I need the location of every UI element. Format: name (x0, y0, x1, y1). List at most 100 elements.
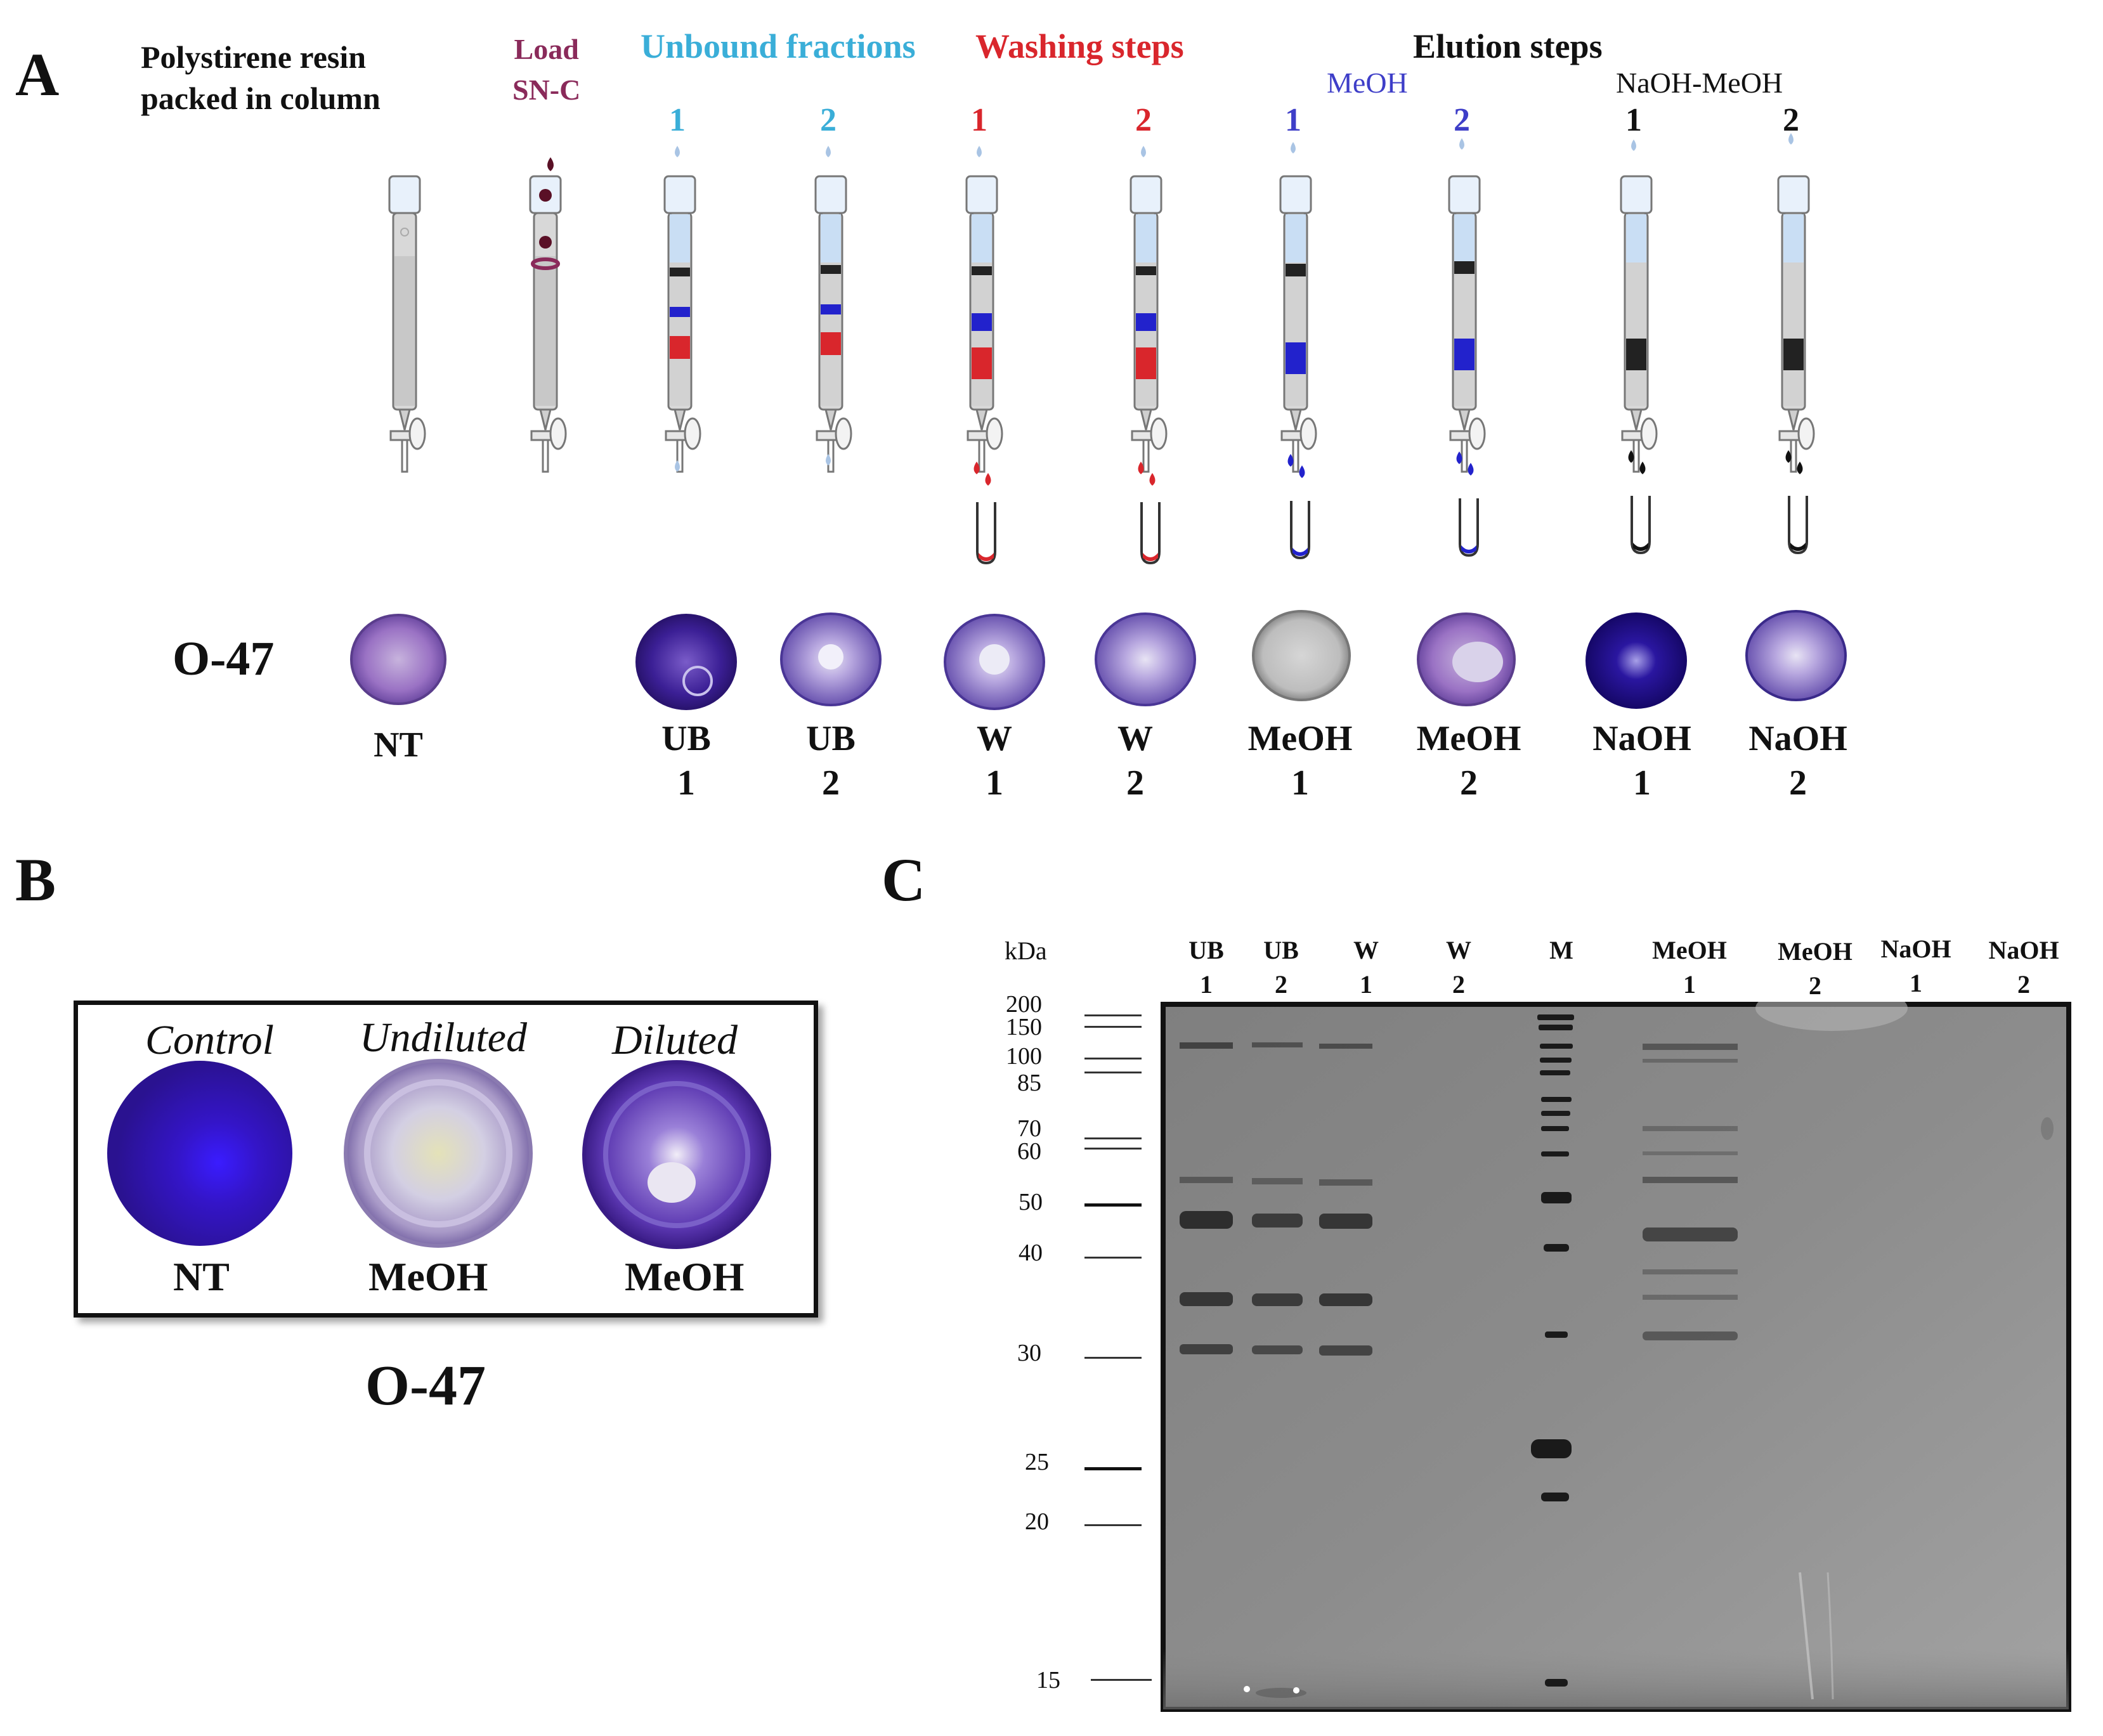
collection-tubes (976, 496, 1808, 565)
marker-label-50: 50 (1019, 1189, 1043, 1215)
marker-label-20: 20 (1025, 1508, 1049, 1535)
plate-label-nt-top: NT (374, 725, 423, 765)
plate-label-naoh1-bottom: 1 (1633, 763, 1651, 803)
column-meoh2 (1448, 175, 1486, 473)
lane-header-w1: W 1 (1341, 933, 1391, 1002)
washing-title: Washing steps (975, 27, 1184, 65)
column-w1 (965, 175, 1003, 473)
lane-header-marker: M (1536, 933, 1587, 968)
marker-tick-15 (1091, 1679, 1152, 1681)
plate-label-naoh1-top: NaOH (1592, 719, 1691, 758)
lane-header-naoh1: NaOH 1 (1868, 932, 1963, 1001)
unbound-title: Unbound fractions (641, 27, 916, 65)
marker-tick-25 (1084, 1467, 1142, 1470)
step-number-naoh2: 2 (1783, 102, 1799, 138)
column-ub2 (814, 175, 852, 473)
gel-streak (1799, 1572, 1814, 1700)
panel-c-letter: C (882, 846, 926, 914)
lane-header-meoh1-top: MeOH (1652, 936, 1727, 964)
panel-b-label-meoh-undiluted: MeOH (368, 1254, 488, 1299)
plate-label-naoh1: NaOH 1 (1575, 716, 1709, 805)
lane-header-meoh2: MeOH 2 (1766, 935, 1865, 1003)
column-naoh2 (1777, 175, 1815, 473)
step-number-meoh1: 1 (1285, 102, 1301, 138)
marker-tick-30 (1084, 1357, 1142, 1359)
plate-label-naoh2: NaOH 2 (1731, 716, 1865, 805)
lane-marker-bands (1531, 1014, 1574, 1687)
plate-diluted (582, 1060, 771, 1249)
lane-header-naoh2-bottom: 2 (2017, 970, 2030, 999)
panel-b-box: Control Undiluted Diluted NT MeOH MeOH (74, 1001, 818, 1318)
plate-label-w2-top: W (1117, 719, 1153, 758)
marker-tick-85 (1084, 1072, 1142, 1073)
sds-page-gel (1161, 1002, 2071, 1712)
resin-title: Polystirene resin packed in column (141, 37, 381, 119)
plate-label-nt: NT (354, 723, 443, 767)
lane-header-meoh2-bottom: 2 (1809, 971, 1821, 1000)
meoh-group-label: MeOH (1327, 67, 1408, 99)
marker-tick-20 (1084, 1524, 1142, 1526)
lane-header-ub1-top: UB (1188, 936, 1224, 964)
lane-header-naoh1-bottom: 1 (1910, 969, 1922, 997)
step-number-ub1: 1 (669, 102, 686, 138)
resin-title-line-1: Polystirene resin (141, 39, 367, 75)
input-drops (675, 133, 1794, 157)
marker-label-150: 150 (1006, 1014, 1042, 1040)
plate-label-meoh2-top: MeOH (1416, 719, 1521, 758)
step-number-ub2: 2 (820, 102, 837, 138)
marker-label-25: 25 (1025, 1449, 1049, 1475)
panel-a-strain-label: O-47 (173, 632, 275, 685)
lane-header-w1-top: W (1353, 936, 1379, 964)
plate-label-w2: W 2 (1091, 716, 1180, 805)
plate-nt (350, 614, 446, 705)
plate-label-naoh2-top: NaOH (1748, 719, 1847, 758)
lane-header-w2-top: W (1446, 936, 1471, 964)
lane-header-naoh2: NaOH 2 (1976, 933, 2071, 1002)
marker-label-60: 60 (1017, 1138, 1041, 1165)
lane-w1-bands (1319, 1044, 1372, 1356)
column-w2 (1130, 175, 1168, 473)
plate-label-meoh2: MeOH 2 (1399, 716, 1539, 805)
step-number-w2: 2 (1135, 102, 1152, 138)
plate-label-meoh1-bottom: 1 (1291, 763, 1309, 803)
marker-label-100: 100 (1006, 1043, 1042, 1070)
lane-header-meoh2-top: MeOH (1778, 937, 1852, 966)
panel-b-strain-label: O-47 (365, 1354, 486, 1417)
plate-ub1 (635, 614, 737, 710)
load-label-line-2: SN-C (512, 74, 581, 107)
lane-header-marker-top: M (1549, 936, 1573, 964)
plate-label-w1-bottom: 1 (986, 763, 1003, 803)
plate-control (107, 1061, 292, 1246)
plate-label-w2-bottom: 2 (1126, 763, 1144, 803)
lane-header-ub2: UB 2 (1256, 933, 1306, 1002)
naoh-group-label: NaOH-MeOH (1616, 67, 1783, 99)
plate-row (350, 610, 1847, 710)
panel-b-label-meoh-diluted: MeOH (625, 1254, 745, 1299)
plate-label-w1: W 1 (950, 716, 1039, 805)
marker-tick-70 (1084, 1137, 1142, 1139)
plate-label-meoh2-bottom: 2 (1460, 763, 1478, 803)
lane-header-ub2-bottom: 2 (1275, 970, 1287, 999)
output-drops (675, 450, 1803, 486)
plate-naoh2 (1745, 610, 1847, 701)
marker-tick-50 (1084, 1203, 1142, 1207)
lane-ub2-bands (1252, 1042, 1303, 1354)
marker-label-70: 70 (1017, 1115, 1041, 1142)
panel-a-letter: A (15, 41, 60, 108)
marker-tick-200 (1084, 1014, 1142, 1016)
elution-title: Elution steps (1413, 27, 1603, 65)
plate-label-w1-top: W (977, 719, 1012, 758)
lane-ub1-bands (1180, 1042, 1233, 1354)
panel-b-letter: B (15, 846, 56, 914)
lane-header-naoh1-top: NaOH (1880, 935, 1951, 963)
lane-header-ub1-bottom: 1 (1200, 970, 1213, 999)
resin-title-line-2: packed in column (141, 81, 381, 116)
marker-label-85: 85 (1017, 1070, 1041, 1096)
column-meoh1 (1279, 175, 1317, 473)
lane-header-meoh1-bottom: 1 (1683, 970, 1696, 999)
lane-header-ub1: UB 1 (1181, 933, 1232, 1002)
tube-contents (979, 543, 1806, 561)
lane-header-w2-bottom: 2 (1452, 970, 1465, 999)
column-resin (388, 175, 426, 473)
marker-label-40: 40 (1019, 1240, 1043, 1266)
